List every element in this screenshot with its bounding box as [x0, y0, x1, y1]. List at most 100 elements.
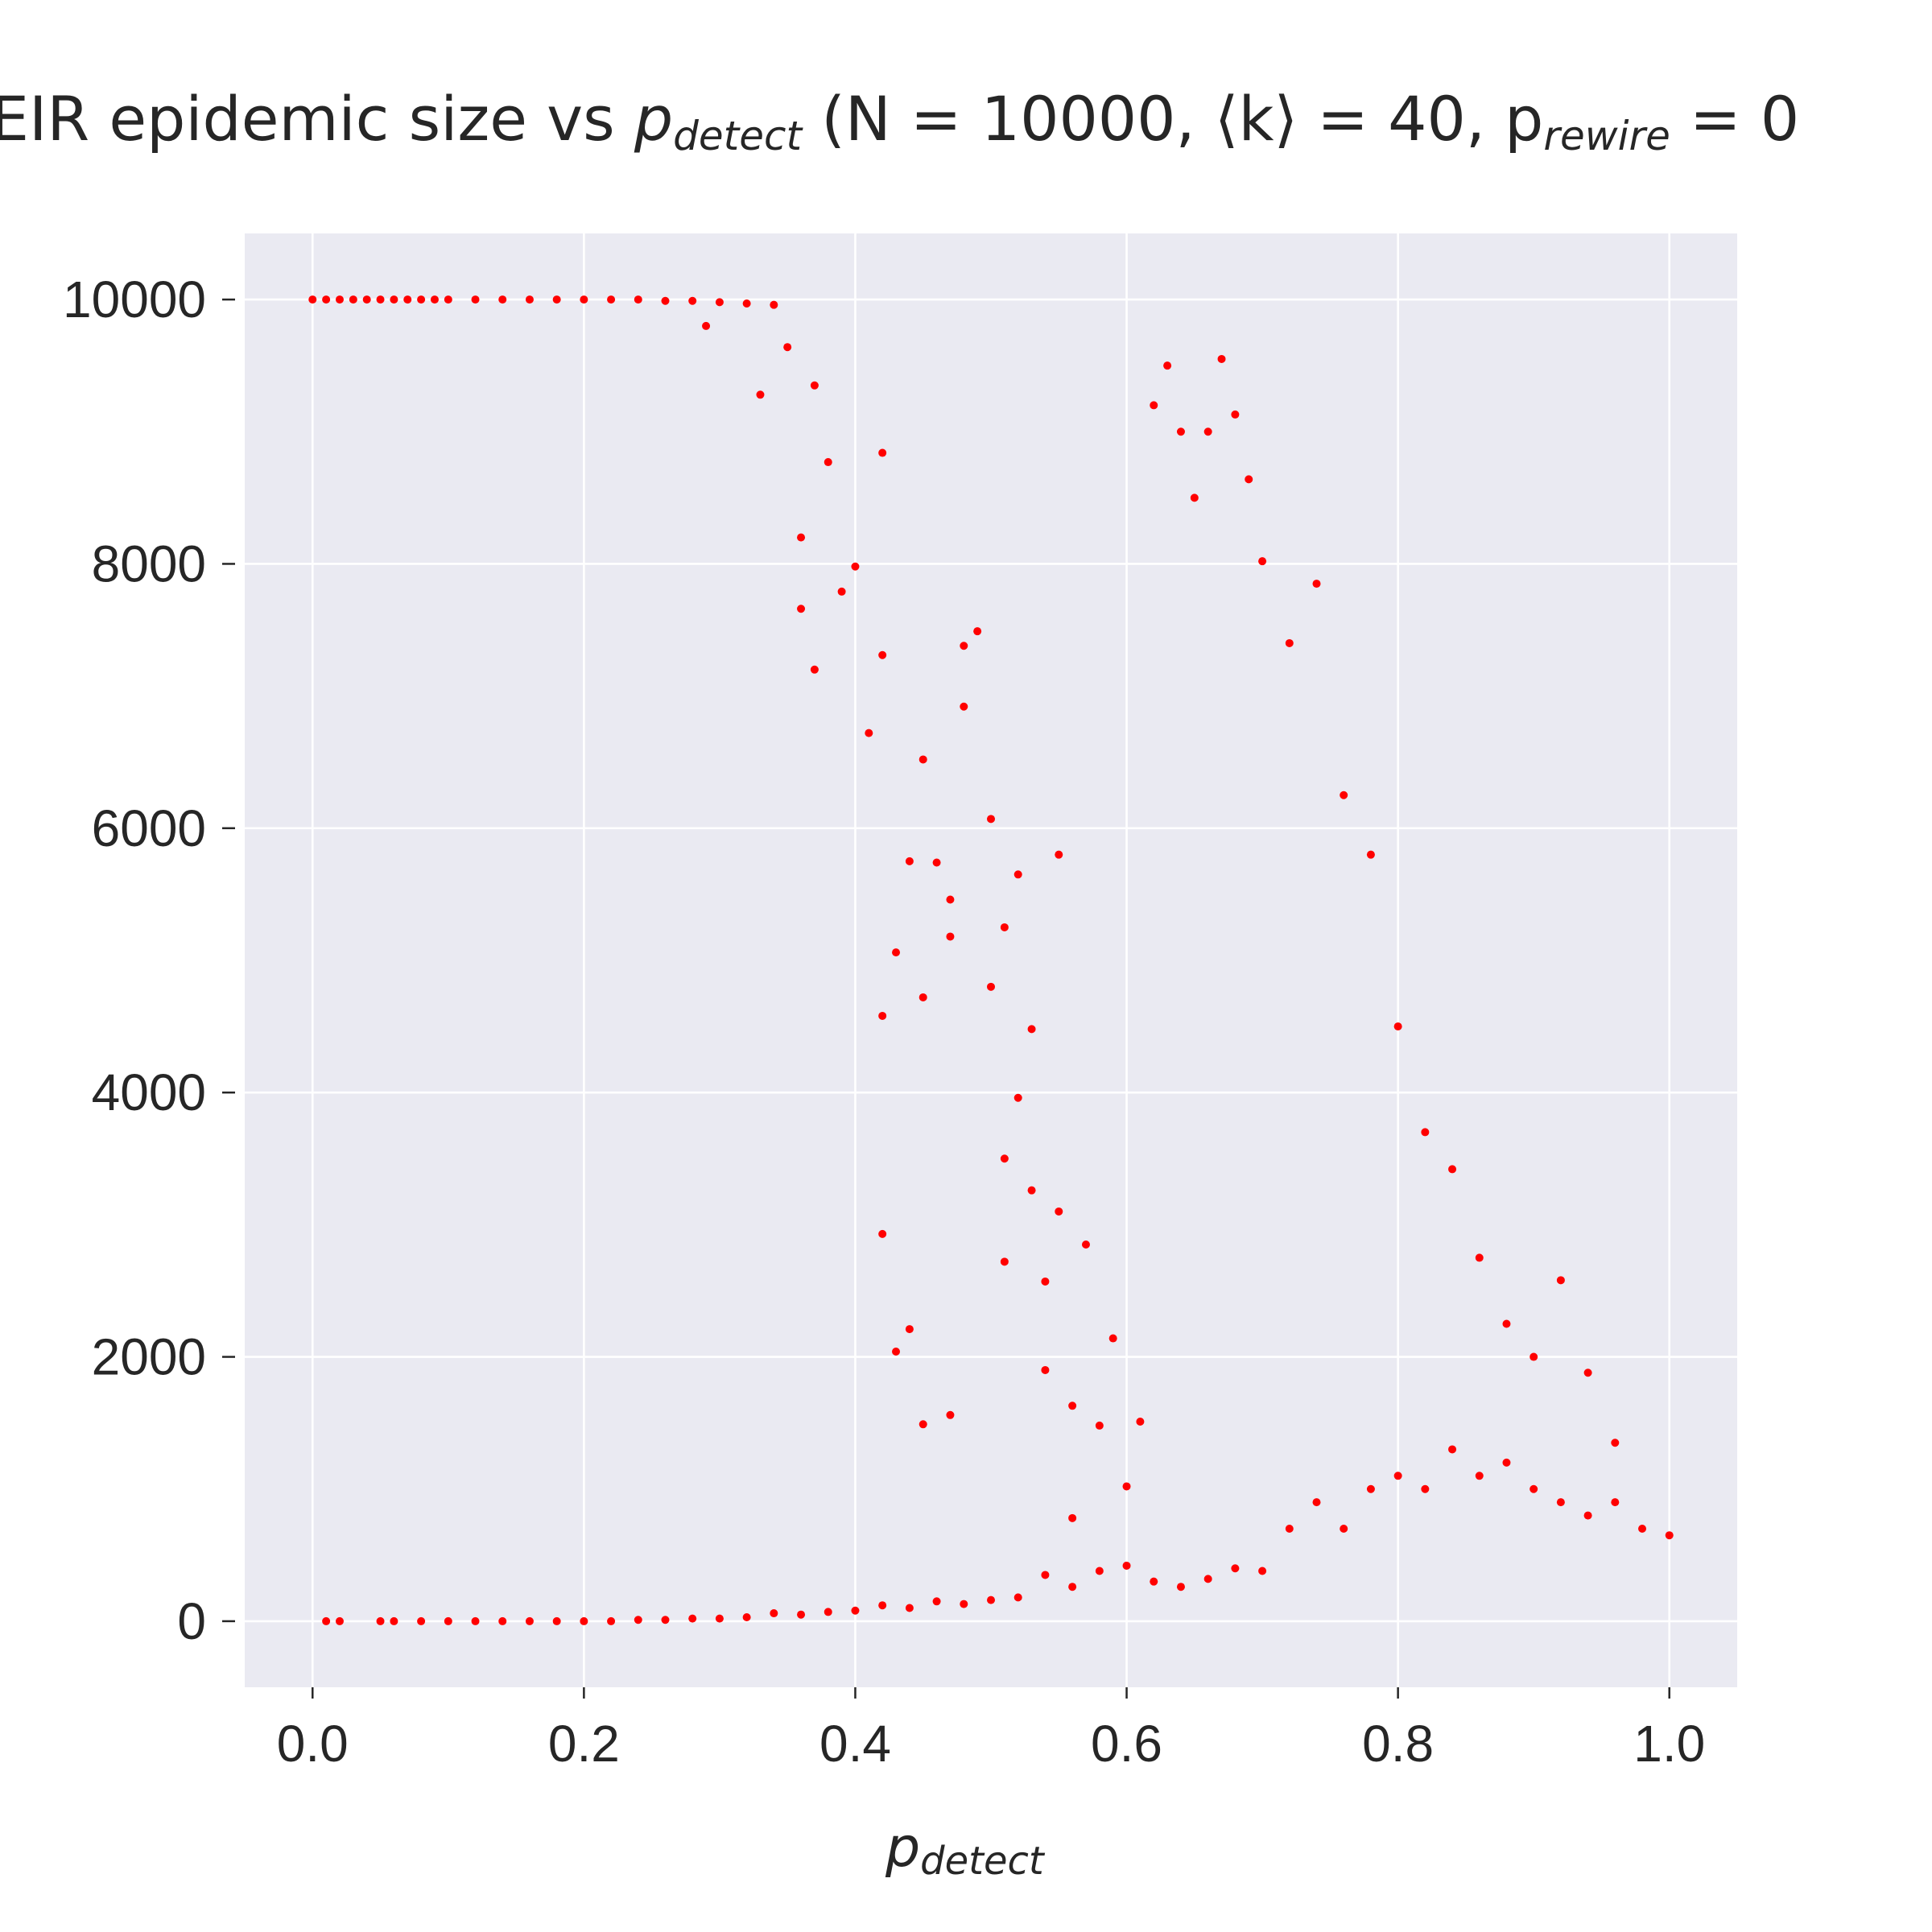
data-point: [1556, 1498, 1565, 1507]
data-point: [1312, 1498, 1321, 1507]
data-point: [797, 1610, 806, 1619]
data-point: [1530, 1352, 1538, 1361]
data-point: [960, 1600, 968, 1608]
data-point: [932, 1597, 941, 1606]
data-point: [1258, 1567, 1267, 1575]
x-tick-label: 0.0: [277, 1715, 349, 1773]
data-point: [702, 321, 711, 330]
data-point: [634, 1616, 642, 1624]
data-point: [1340, 1524, 1348, 1533]
data-point: [444, 295, 452, 304]
data-point: [1176, 427, 1185, 436]
data-point: [1448, 1445, 1457, 1454]
data-point: [444, 1616, 452, 1625]
data-point: [973, 627, 982, 636]
data-point: [471, 295, 480, 304]
data-point: [1285, 1524, 1294, 1533]
data-point: [905, 1604, 914, 1612]
data-point: [498, 295, 507, 304]
data-point: [919, 1420, 927, 1429]
data-point: [403, 295, 412, 304]
data-point: [390, 1616, 398, 1625]
data-point: [1190, 493, 1199, 502]
data-point: [1556, 1276, 1565, 1285]
data-point: [1258, 557, 1267, 566]
data-point: [1638, 1524, 1647, 1533]
data-point: [770, 300, 778, 309]
data-point: [1068, 1583, 1077, 1591]
data-point: [1231, 410, 1240, 419]
data-point: [919, 755, 927, 764]
data-point: [797, 533, 806, 542]
data-point: [878, 1229, 887, 1238]
data-point: [661, 1616, 670, 1624]
data-point: [1163, 361, 1172, 370]
plot-background: [245, 233, 1737, 1687]
data-point: [1583, 1511, 1592, 1520]
data-point: [1041, 1277, 1050, 1286]
data-point: [892, 1347, 901, 1356]
data-point: [1041, 1365, 1050, 1374]
data-point: [1530, 1484, 1538, 1493]
data-point: [1122, 1482, 1131, 1491]
data-point: [1448, 1165, 1457, 1174]
x-tick-label: 0.6: [1091, 1715, 1162, 1773]
data-point: [525, 295, 534, 304]
data-point: [1502, 1319, 1511, 1328]
data-point: [1611, 1498, 1620, 1507]
data-point: [1366, 1484, 1375, 1493]
data-point: [1055, 850, 1063, 859]
x-tick-label: 1.0: [1633, 1715, 1705, 1773]
data-point: [1203, 1575, 1212, 1583]
data-point: [1285, 638, 1294, 647]
data-point: [878, 1011, 887, 1020]
data-point: [770, 1609, 778, 1618]
data-point: [810, 665, 819, 674]
data-point: [742, 299, 751, 308]
x-tick-label: 0.8: [1362, 1715, 1434, 1773]
data-point: [932, 858, 941, 867]
data-point: [837, 587, 846, 596]
data-point: [580, 1616, 588, 1625]
x-axis-label: pdetect: [885, 1816, 1046, 1884]
data-point: [335, 1616, 344, 1625]
data-point: [1502, 1458, 1511, 1467]
data-point: [1475, 1472, 1484, 1480]
data-point: [892, 948, 901, 957]
data-point: [1013, 1593, 1022, 1602]
data-point: [1068, 1402, 1077, 1410]
data-point: [1583, 1368, 1592, 1377]
data-point: [498, 1616, 507, 1625]
data-point: [417, 295, 426, 304]
data-point: [1231, 1564, 1240, 1573]
data-point: [1122, 1561, 1131, 1570]
data-point: [1150, 401, 1158, 410]
data-point: [1095, 1567, 1104, 1575]
data-point: [688, 296, 697, 305]
chart-title: EIR epidemic size vs pdetect (N = 10000,…: [0, 83, 1799, 159]
data-point: [1055, 1207, 1063, 1216]
data-point: [322, 1616, 331, 1625]
data-point: [688, 1614, 697, 1623]
data-point: [1013, 870, 1022, 879]
data-point: [851, 1606, 860, 1615]
data-point: [1027, 1186, 1036, 1195]
data-point: [987, 815, 995, 824]
data-point: [376, 1616, 385, 1625]
data-point: [430, 295, 439, 304]
data-point: [322, 295, 331, 304]
data-point: [552, 1616, 561, 1625]
data-point: [1475, 1253, 1484, 1262]
data-point: [525, 1616, 534, 1625]
data-point: [987, 1596, 995, 1604]
data-point: [1217, 354, 1226, 363]
data-point: [1421, 1128, 1430, 1137]
y-tick-label: 4000: [92, 1063, 206, 1121]
data-point: [1150, 1577, 1158, 1586]
data-point: [1027, 1025, 1036, 1034]
data-point: [960, 642, 968, 650]
data-point: [607, 1616, 616, 1625]
data-point: [1000, 1257, 1009, 1266]
y-tick-label: 10000: [63, 270, 206, 328]
y-tick-label: 2000: [92, 1328, 206, 1386]
